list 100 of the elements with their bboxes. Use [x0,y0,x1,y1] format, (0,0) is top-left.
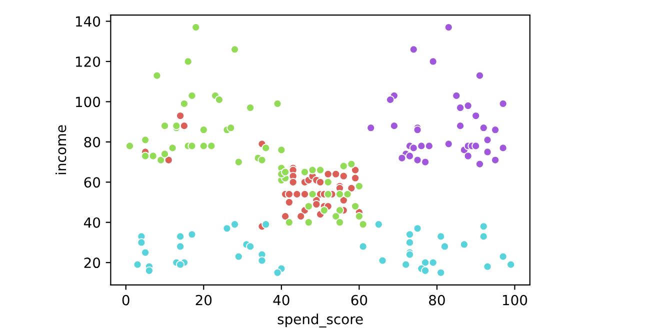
point [332,170,340,178]
point [409,144,418,152]
point [284,198,294,207]
point [284,218,294,227]
x-tick-label: 40 [273,294,290,306]
point [180,122,188,130]
point [421,158,430,166]
point [339,172,348,180]
point [192,23,200,32]
point [483,136,492,144]
point [436,268,446,277]
point [339,162,348,170]
point [343,190,352,198]
point [199,142,208,150]
point [284,190,294,198]
point [428,57,438,66]
point [413,224,422,233]
point [262,144,270,152]
point [308,166,317,174]
point [498,144,508,152]
point [180,99,188,108]
point [273,268,282,277]
point [176,260,185,269]
point [230,45,240,54]
point [199,126,208,134]
x-tick-label: 80 [429,294,445,306]
point [374,220,383,229]
point [421,266,430,275]
point [141,152,150,160]
point [281,212,290,221]
point [358,242,368,251]
point [258,156,266,164]
point [230,220,240,229]
point [222,224,232,233]
point [316,166,325,174]
point [273,99,282,108]
point [351,166,360,174]
point [324,178,332,186]
point [506,260,516,269]
y-axis-title: income [55,125,66,174]
point [347,160,356,168]
point [144,266,154,275]
point [141,136,150,144]
point [281,168,290,176]
point [184,57,192,66]
point [444,23,453,32]
point [156,156,166,164]
point [234,252,243,261]
point [498,252,508,261]
x-tick-label: 60 [351,294,368,306]
y-tick-label: 20 [84,258,100,268]
point [168,144,177,152]
point [226,124,236,132]
point [417,142,426,150]
point [277,146,286,154]
point [312,200,321,209]
x-axis-title: spend_score [278,314,363,328]
point [258,256,266,265]
point [152,71,162,80]
x-tick-label: 0 [122,294,130,306]
point [137,238,146,247]
point [262,220,270,229]
x-tick-label: 100 [503,294,528,306]
point [296,212,306,221]
point [234,158,243,166]
point [292,190,302,198]
point [413,156,422,164]
point [409,45,418,54]
point [354,182,364,190]
point [358,220,368,229]
point [324,170,332,178]
point [460,240,468,249]
point [335,218,344,227]
point [214,95,224,104]
point [316,178,325,186]
point [324,190,332,198]
point [483,148,492,156]
point [483,262,492,271]
point [456,122,465,130]
point [176,232,185,241]
point [320,206,328,215]
point [398,154,406,162]
point [141,248,150,257]
point [436,232,446,241]
point [335,206,344,215]
point [452,91,461,100]
point [498,99,508,108]
point [402,260,410,269]
point [464,152,472,160]
point [472,142,480,150]
point [479,222,488,231]
point [366,124,376,132]
point [424,142,434,150]
point [479,124,488,132]
y-tick-label: 60 [84,177,100,188]
point [479,232,488,241]
point [188,142,196,150]
y-tick-label: 120 [76,56,100,67]
point [246,242,255,251]
point [300,168,310,176]
